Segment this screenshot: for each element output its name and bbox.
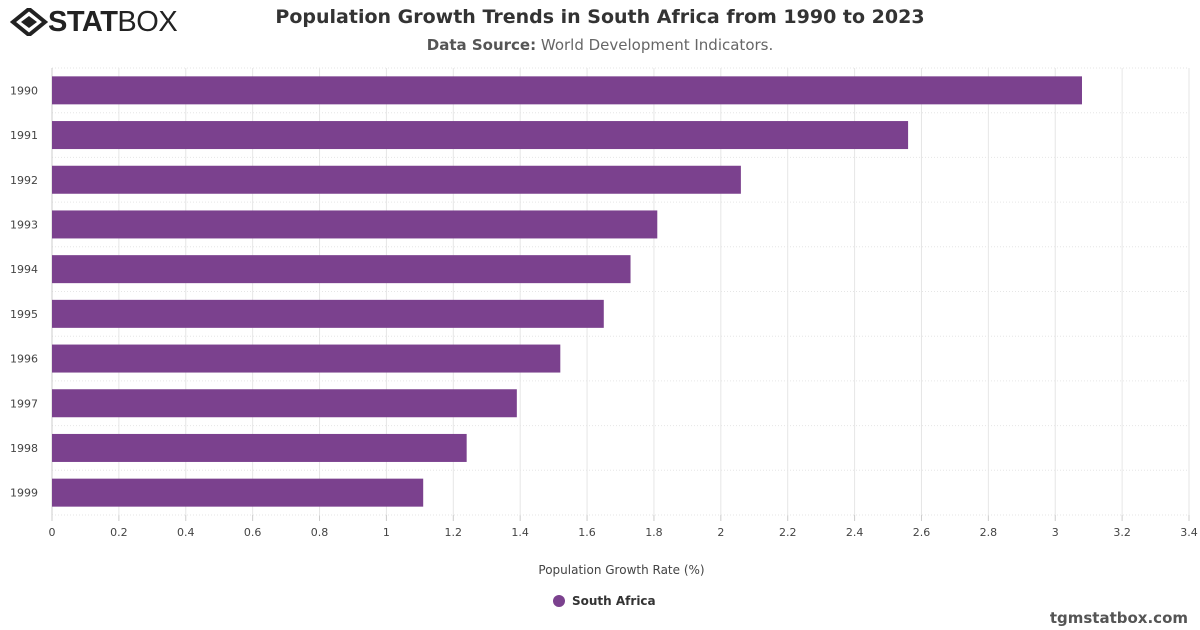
- x-tick-label: 1.4: [511, 526, 529, 539]
- x-tick-label: 2.4: [846, 526, 864, 539]
- statbox-logo: STATBOX: [10, 5, 178, 38]
- x-tick-label: 1.8: [645, 526, 663, 539]
- bar-1993: [52, 210, 658, 239]
- bar-1990: [52, 76, 1082, 105]
- y-tick-label: 1998: [10, 442, 38, 455]
- x-tick-label: 3.2: [1113, 526, 1131, 539]
- chart-title: Population Growth Trends in South Africa…: [275, 6, 925, 28]
- y-tick-label: 1994: [10, 263, 38, 276]
- x-tick-label: 0.4: [177, 526, 195, 539]
- y-tick-label: 1992: [10, 174, 38, 187]
- bar-1995: [52, 299, 604, 328]
- y-tick-label: 1993: [10, 218, 38, 231]
- bar-1998: [52, 433, 467, 462]
- x-axis-label: Population Growth Rate (%): [538, 563, 705, 577]
- y-tick-label: 1991: [10, 129, 38, 142]
- x-tick-label: 0.8: [311, 526, 329, 539]
- x-tick-label: 3: [1052, 526, 1059, 539]
- bar-1996: [52, 344, 561, 373]
- x-tick-label: 0: [49, 526, 56, 539]
- y-tick-label: 1999: [10, 487, 38, 500]
- legend-item-south-africa[interactable]: South Africa: [553, 594, 656, 608]
- x-tick-label: 2.6: [913, 526, 931, 539]
- x-tick-label: 3.4: [1180, 526, 1198, 539]
- source-value: World Development Indicators.: [540, 36, 774, 54]
- x-tick-label: 0.2: [110, 526, 128, 539]
- legend-marker: [553, 595, 565, 607]
- site-credit: tgmstatbox.com: [1049, 609, 1188, 627]
- x-tick-label: 1.2: [445, 526, 463, 539]
- bar-1994: [52, 255, 631, 284]
- logo-light-text: BOX: [117, 5, 178, 38]
- x-tick-label: 2.2: [779, 526, 797, 539]
- legend-label: South Africa: [572, 594, 656, 608]
- y-tick-label: 1996: [10, 353, 38, 366]
- logo-bold-text: STAT: [48, 5, 118, 38]
- x-tick-label: 1.6: [578, 526, 596, 539]
- bar-1997: [52, 389, 517, 418]
- y-tick-label: 1997: [10, 397, 38, 410]
- source-label: Data Source:: [426, 36, 537, 54]
- bar-1992: [52, 165, 741, 194]
- y-tick-label: 1995: [10, 308, 38, 321]
- x-tick-label: 1: [383, 526, 390, 539]
- diamond-logo-icon: [10, 8, 48, 36]
- bar-1991: [52, 121, 909, 150]
- x-tick-label: 0.6: [244, 526, 262, 539]
- y-tick-label: 1990: [10, 84, 38, 97]
- chart-subtitle: Data Source: World Development Indicator…: [0, 36, 1200, 54]
- x-tick-label: 2.8: [980, 526, 998, 539]
- x-tick-label: 2: [717, 526, 724, 539]
- bar-1999: [52, 478, 424, 507]
